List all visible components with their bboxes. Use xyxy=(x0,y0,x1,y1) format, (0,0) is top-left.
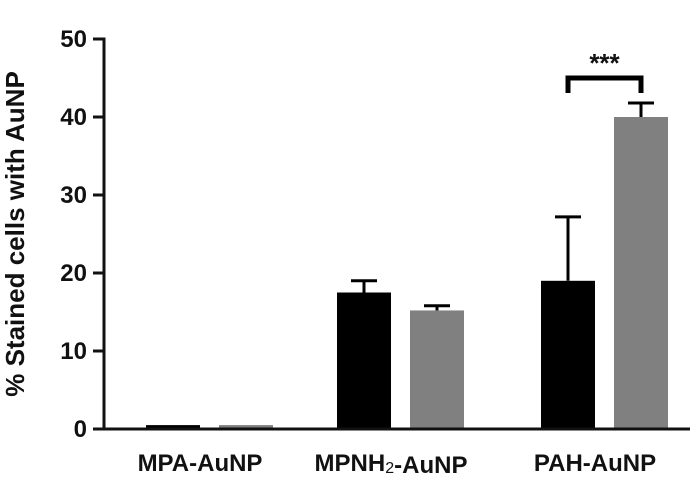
annotations-group: *** xyxy=(565,48,644,93)
x-category-label: MPA-AuNP xyxy=(138,450,263,476)
axes-group xyxy=(102,37,690,431)
bars-group xyxy=(146,117,668,429)
bar xyxy=(337,292,391,429)
x-axis-labels: MPA-AuNP MPNH2-AuNP PAH-AuNP xyxy=(138,450,657,479)
significance-label: *** xyxy=(589,48,620,78)
x-category-label-part: PAH-AuNP xyxy=(534,450,656,476)
significance-bracket xyxy=(565,75,644,93)
error-bars-group xyxy=(351,101,654,311)
bar xyxy=(410,310,464,429)
bar xyxy=(146,425,200,429)
x-category-label-part: MPNH xyxy=(315,450,386,476)
y-tick-label: 50 xyxy=(60,26,87,53)
y-tick-label: 0 xyxy=(74,416,87,443)
x-category-label: MPNH2-AuNP xyxy=(315,450,468,476)
x-category-label-subscript: 2 xyxy=(385,460,394,476)
y-axis-title-group: % Stained cells with AuNP xyxy=(0,71,30,397)
x-category-label-part: -AuNP xyxy=(394,452,467,476)
y-tick-label: 30 xyxy=(60,182,87,209)
y-axis-ticks: 0 10 20 30 40 50 xyxy=(60,26,104,443)
y-axis-title: % Stained cells with AuNP xyxy=(0,71,30,397)
bar xyxy=(219,425,273,429)
x-category-label-part: MPA-AuNP xyxy=(138,450,263,476)
y-tick-label: 20 xyxy=(60,260,87,287)
bar xyxy=(614,117,668,429)
x-category-label: PAH-AuNP xyxy=(534,450,656,476)
y-tick-label: 10 xyxy=(60,338,87,365)
y-tick-label: 40 xyxy=(60,104,87,131)
bar xyxy=(541,280,595,429)
